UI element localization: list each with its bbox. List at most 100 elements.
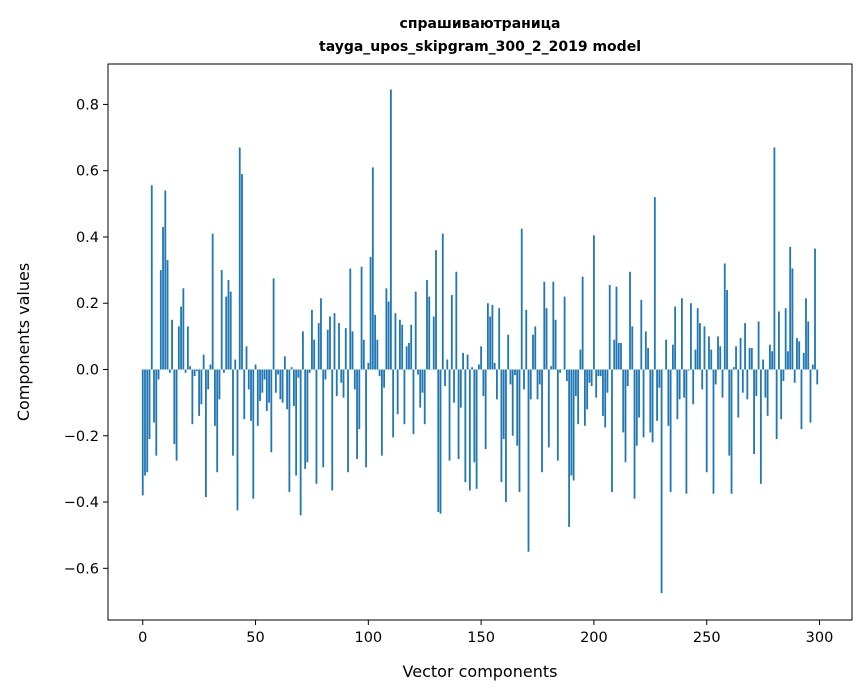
bar-component-144 <box>466 354 469 370</box>
bar-component-73 <box>306 369 309 463</box>
bar-component-122 <box>417 369 419 375</box>
bar-component-153 <box>486 303 489 370</box>
bar-component-133 <box>441 233 444 370</box>
bar-component-158 <box>498 308 501 370</box>
bar-component-37 <box>225 296 228 370</box>
bar-component-118 <box>408 342 410 370</box>
bar-component-296 <box>809 369 812 423</box>
bar-component-179 <box>545 308 548 370</box>
bar-component-131 <box>437 369 440 512</box>
bar-component-200 <box>593 235 595 370</box>
bar-component-75 <box>311 309 313 370</box>
bar-component-178 <box>543 281 546 370</box>
bar-component-19 <box>184 369 187 373</box>
bar-component-96 <box>358 369 361 430</box>
plot-frame <box>107 63 853 621</box>
bar-component-146 <box>471 367 474 370</box>
bar-component-221 <box>640 299 643 370</box>
bar-component-298 <box>814 248 816 370</box>
bar-component-32 <box>214 369 216 426</box>
bar-component-52 <box>259 369 261 401</box>
bar-component-66 <box>290 367 293 370</box>
bar-component-114 <box>399 319 401 370</box>
bar-component-88 <box>340 369 343 383</box>
bar-component-284 <box>782 369 785 382</box>
bar-component-287 <box>789 246 792 370</box>
bar-component-279 <box>771 351 774 370</box>
bar-component-92 <box>349 268 352 370</box>
bar-component-255 <box>717 336 719 370</box>
bar-component-90 <box>344 328 347 370</box>
bar-component-129 <box>432 316 435 370</box>
y-tick-label: −0.2 <box>64 429 99 445</box>
bar-component-20 <box>186 326 189 370</box>
bar-component-259 <box>726 289 728 370</box>
bar-component-74 <box>308 369 311 373</box>
bar-component-194 <box>579 349 582 370</box>
bar-component-227 <box>653 197 656 370</box>
bar-component-23 <box>193 369 196 377</box>
bar-component-82 <box>326 329 329 370</box>
bar-component-234 <box>669 369 672 493</box>
bar-component-198 <box>588 369 591 383</box>
bar-component-242 <box>687 369 690 371</box>
bar-component-292 <box>800 369 803 430</box>
bar-component-46 <box>245 346 248 370</box>
bar-component-85 <box>333 313 336 370</box>
bar-component-168 <box>520 228 523 370</box>
bars-group <box>141 89 819 594</box>
bar-component-93 <box>351 331 354 370</box>
bar-component-35 <box>220 270 223 370</box>
bar-component-25 <box>198 369 201 416</box>
bar-component-2 <box>146 369 149 473</box>
bar-component-100 <box>367 362 370 370</box>
bar-component-162 <box>507 334 510 370</box>
bar-component-138 <box>453 369 455 403</box>
bar-component-171 <box>527 369 530 552</box>
bar-component-6 <box>155 369 158 456</box>
bar-component-142 <box>462 352 464 370</box>
y-tick-label: 0.6 <box>76 164 99 180</box>
bar-component-260 <box>728 369 731 456</box>
bar-component-175 <box>536 369 539 400</box>
bar-component-265 <box>739 338 742 370</box>
bar-component-49 <box>252 369 255 499</box>
bar-component-9 <box>162 227 164 370</box>
bar-component-285 <box>784 308 787 370</box>
bar-component-27 <box>202 354 205 370</box>
bar-component-64 <box>286 369 289 410</box>
bar-component-277 <box>766 369 769 416</box>
bar-component-228 <box>656 369 658 421</box>
bar-component-204 <box>602 369 604 416</box>
bar-component-152 <box>484 369 487 450</box>
bar-component-240 <box>683 369 686 398</box>
bar-component-196 <box>583 369 586 426</box>
bar-component-251 <box>708 336 710 370</box>
bar-component-42 <box>236 369 239 511</box>
bar-component-1 <box>144 369 146 476</box>
bar-component-291 <box>798 341 801 370</box>
bar-component-156 <box>493 362 496 370</box>
bar-component-282 <box>778 311 780 370</box>
bar-component-7 <box>157 369 160 380</box>
bar-component-263 <box>735 346 737 370</box>
bar-component-77 <box>315 369 318 484</box>
bar-component-191 <box>572 369 575 481</box>
bar-component-218 <box>633 369 636 499</box>
bar-component-288 <box>791 268 794 370</box>
bar-component-41 <box>234 359 237 370</box>
bar-component-217 <box>631 326 634 370</box>
bar-component-97 <box>360 266 363 370</box>
bar-component-106 <box>380 369 383 456</box>
bar-component-0 <box>141 369 144 496</box>
bar-component-180 <box>547 369 550 448</box>
bar-component-206 <box>606 369 609 393</box>
bar-component-256 <box>719 346 722 370</box>
x-tick-label: 250 <box>693 630 721 646</box>
x-tick-label: 50 <box>246 630 264 646</box>
bar-component-50 <box>254 364 257 370</box>
bar-component-62 <box>281 369 284 403</box>
bar-component-98 <box>362 339 365 370</box>
bar-component-63 <box>283 356 286 370</box>
bar-component-213 <box>622 369 625 433</box>
